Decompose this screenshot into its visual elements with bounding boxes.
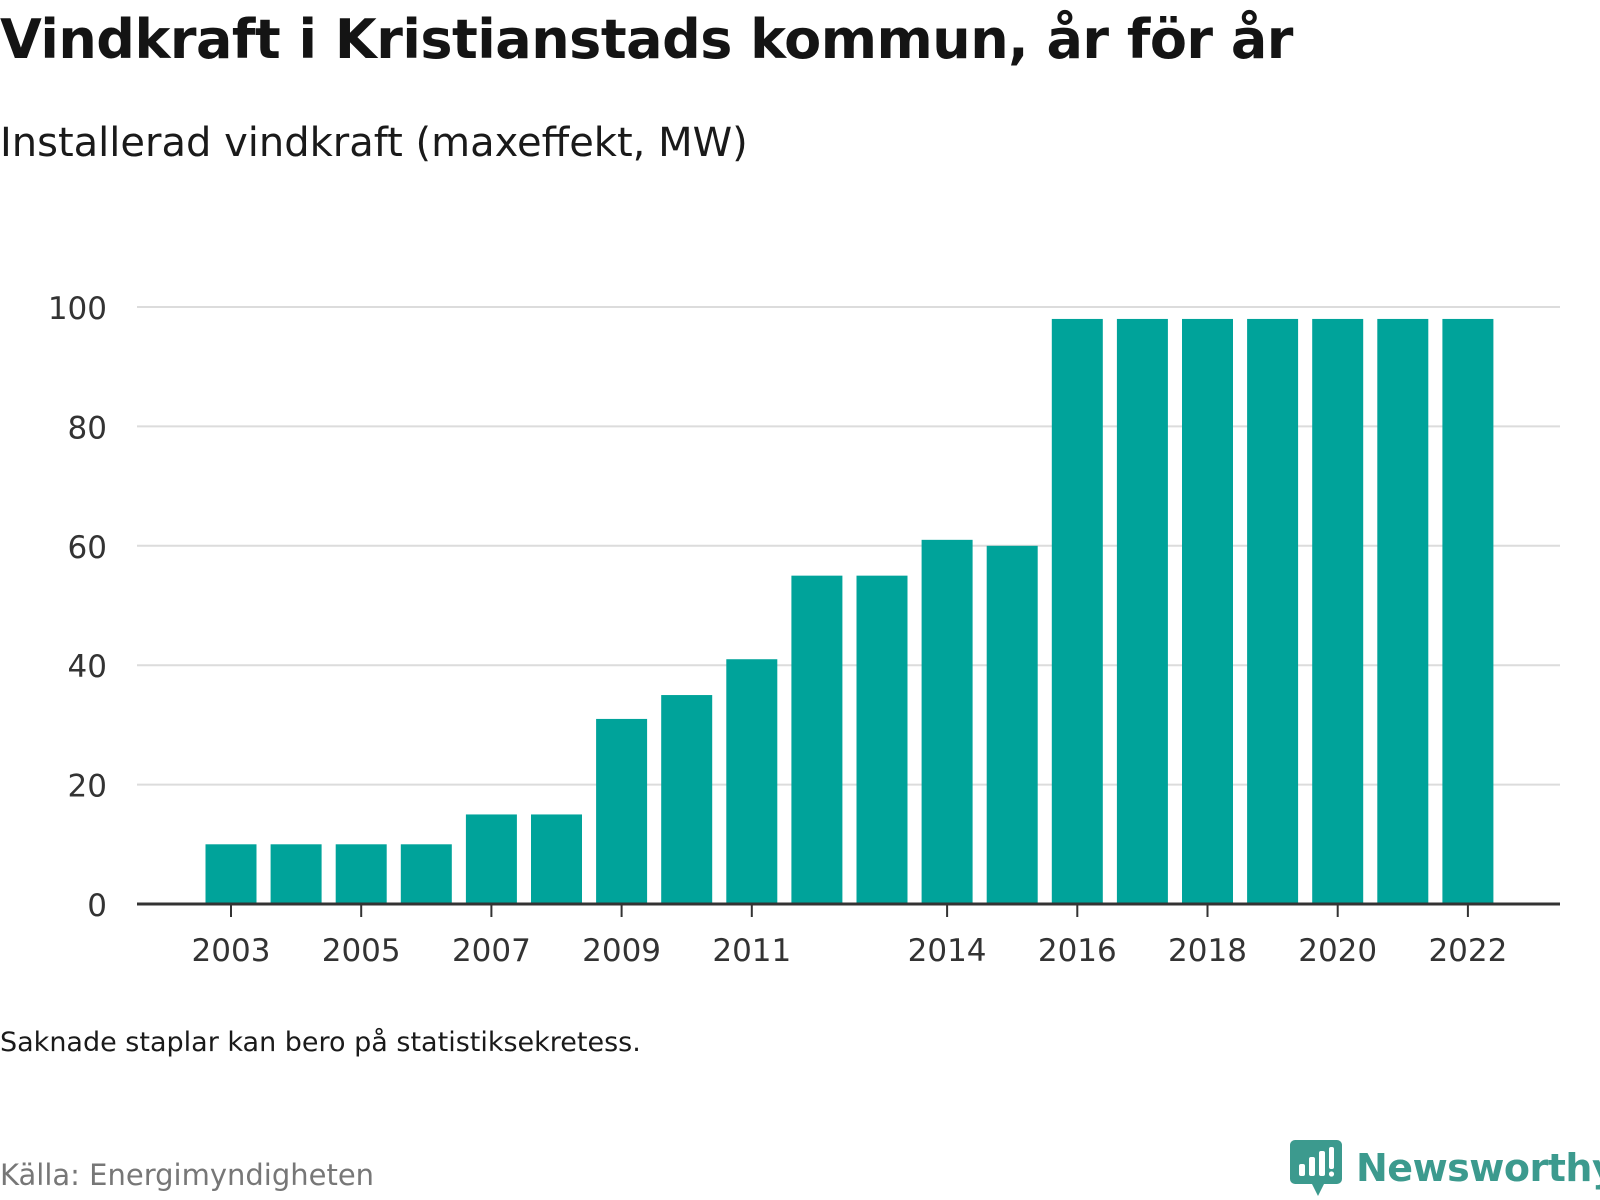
bar — [596, 718, 648, 904]
bar — [1312, 318, 1364, 904]
bar — [205, 844, 257, 904]
x-axis-tick-labels: 2003 2005 2007 2009 2011 2014 2016 2018 2020 2022 — [192, 933, 1508, 969]
chart-title: Vindkraft i Kristianstads kommun, år för… — [0, 8, 1293, 71]
bar — [1116, 318, 1168, 904]
bar — [791, 575, 843, 904]
x-tick-label: 2016 — [1038, 933, 1117, 969]
y-tick-label: 80 — [68, 410, 107, 446]
x-tick-label: 2009 — [582, 933, 661, 969]
bar — [1442, 318, 1494, 904]
logo-text: Newsworthy — [1356, 1146, 1600, 1190]
x-tick-label: 2003 — [192, 933, 271, 969]
bar — [661, 695, 713, 904]
y-tick-label: 60 — [68, 530, 107, 566]
bar — [335, 844, 387, 904]
x-tick-label: 2011 — [712, 933, 791, 969]
bar — [1377, 318, 1429, 904]
bar — [1182, 318, 1233, 904]
bar — [856, 575, 908, 904]
y-tick-label: 100 — [48, 291, 107, 327]
bar — [1247, 318, 1299, 904]
y-axis-tick-labels: 0 20 40 60 80 100 — [48, 291, 107, 924]
x-axis — [137, 902, 1560, 917]
y-tick-label: 20 — [68, 769, 107, 805]
newsworthy-logo: Newsworthy — [1290, 1140, 1600, 1196]
bars — [205, 318, 1494, 904]
source-label: Källa: Energimyndigheten — [0, 1158, 375, 1192]
y-tick-label: 0 — [87, 888, 107, 924]
bar — [726, 659, 778, 904]
x-tick-label: 2020 — [1298, 933, 1377, 969]
x-tick-label: 2007 — [452, 933, 531, 969]
newsworthy-logo-icon — [1290, 1140, 1342, 1196]
bar — [921, 539, 973, 904]
x-tick-label: 2014 — [908, 933, 987, 969]
bar — [531, 814, 582, 904]
bar-chart: 0 20 40 60 80 100 2003 2005 2007 2009 2011 2014 201… — [48, 291, 1560, 969]
bar — [1051, 318, 1103, 904]
y-tick-label: 40 — [68, 649, 107, 685]
bar — [465, 814, 517, 904]
x-tick-label: 2018 — [1168, 933, 1247, 969]
footnote: Saknade staplar kan bero på statistiksek… — [0, 1027, 641, 1058]
bar — [270, 844, 322, 904]
bar — [400, 844, 452, 904]
chart-subtitle: Installerad vindkraft (maxeffekt, MW) — [0, 120, 748, 166]
bar — [986, 545, 1038, 904]
x-tick-label: 2005 — [322, 933, 401, 969]
x-tick-label: 2022 — [1428, 933, 1507, 969]
